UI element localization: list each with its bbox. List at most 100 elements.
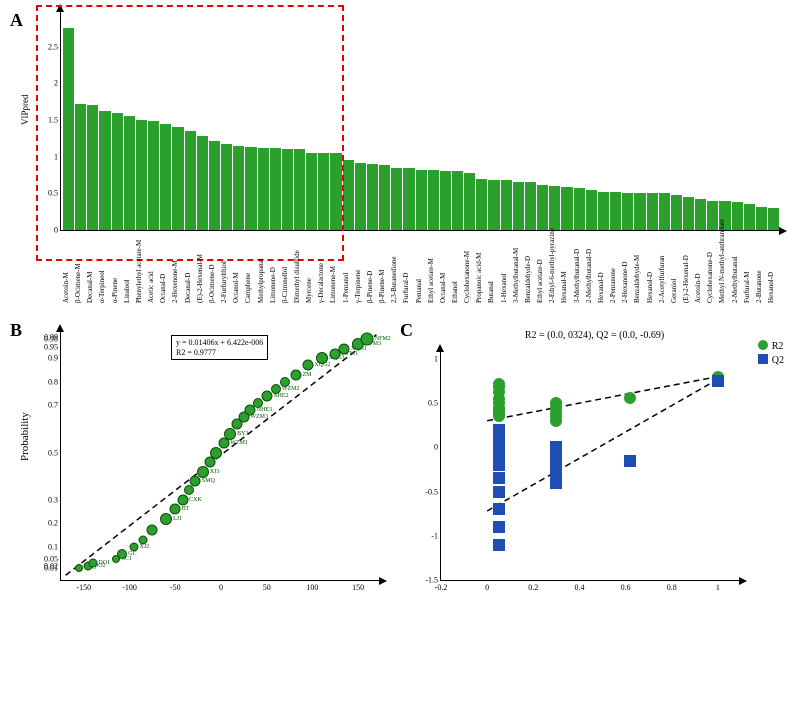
- bar-label: 2-Furfurylthiol: [220, 233, 231, 303]
- bar: [209, 141, 220, 230]
- bar: [416, 170, 427, 230]
- bar: [403, 168, 414, 230]
- bar: [343, 160, 354, 230]
- scatter-point: [280, 377, 290, 387]
- bar: [513, 182, 524, 230]
- scatter-point: [190, 475, 201, 486]
- point-label: NHE3: [257, 407, 272, 413]
- bar: [598, 192, 609, 230]
- bar-label: Phenylethyl acetate-M: [135, 233, 146, 303]
- scatter-point: [261, 391, 272, 402]
- bar-label: 2-Ethyl-6-methyl-pyrazine: [548, 233, 559, 303]
- bar-label: Cyclohexanone-M: [463, 233, 474, 303]
- xtick: -150: [77, 580, 92, 592]
- r2-point: [550, 415, 562, 427]
- ytick: 0.5: [48, 448, 61, 457]
- bar-label: 1-Hexanol: [500, 233, 511, 303]
- r2-text: R2 = 0.9777: [176, 348, 263, 358]
- scatter-point: [290, 369, 301, 380]
- scatter-point: [117, 549, 127, 559]
- ytick: 0.05: [44, 554, 61, 563]
- panel-b: B Probability y = 0.01406x + 6.422e-006 …: [10, 320, 400, 600]
- legend-label: R2: [772, 341, 784, 352]
- scatter-point: [160, 513, 172, 525]
- bar-label: Methyl N-methyl-anthranilate: [718, 233, 729, 303]
- bar-label: Myrcene: [305, 233, 316, 303]
- figure: A VIPpred 00.511.522.5 Acetoin-Mβ-Ocimen…: [10, 10, 789, 600]
- panel-b-ylabel: Probability: [19, 412, 31, 461]
- bar: [476, 179, 487, 230]
- scatter-point: [197, 466, 209, 478]
- bar: [768, 208, 779, 230]
- bar-label: Benzaldehyde-D: [524, 233, 535, 303]
- point-label: XJ3: [210, 469, 220, 475]
- bar-label: Camphene: [244, 233, 255, 303]
- bar-label: 3-Methylbutanal-D: [573, 233, 584, 303]
- bar: [428, 170, 439, 230]
- equation-text: y = 0.01406x + 6.422e-006: [176, 338, 263, 348]
- bar-label: 2-Methylbutanal-D: [585, 233, 596, 303]
- point-label: ZM: [302, 372, 311, 378]
- panel-a-chart: [60, 10, 781, 231]
- q2-point: [493, 521, 505, 533]
- panel-a-xlabels: Acetoin-Mβ-Ocimene-MDecanal-Mα-Terpineol…: [62, 233, 778, 303]
- scatter-point: [302, 360, 313, 371]
- ytick: 0.8: [48, 377, 61, 386]
- bar-label: 1-Pentanol: [342, 233, 353, 303]
- scatter-point: [271, 384, 281, 394]
- ytick: 0.9: [48, 354, 61, 363]
- bar: [647, 193, 658, 230]
- panel-b-label: B: [10, 320, 22, 341]
- bar: [355, 163, 366, 230]
- scatter-point: [177, 494, 188, 505]
- bar: [671, 195, 682, 230]
- bar: [756, 207, 767, 230]
- xtick: -50: [170, 580, 181, 592]
- q2-point: [624, 455, 636, 467]
- ytick: -1.5: [425, 576, 441, 585]
- bar-label: Hexanal-D: [597, 233, 608, 303]
- bar-label: Octanol-M: [232, 233, 243, 303]
- row-bc: B Probability y = 0.01406x + 6.422e-006 …: [10, 320, 789, 600]
- bar-label: Propanoic acid-M: [475, 233, 486, 303]
- bar-label: 2,3-Butanedione: [390, 233, 401, 303]
- bar-label: β-Ocimene-D: [208, 233, 219, 303]
- scatter-point: [89, 559, 98, 568]
- bar-label: Benzaldehyde-M: [633, 233, 644, 303]
- bar-label: Ethyl acetate-D: [536, 233, 547, 303]
- bar-label: Methylpropanal: [257, 233, 268, 303]
- bar: [185, 131, 196, 230]
- bar-label: Ethyl acetate-M: [427, 233, 438, 303]
- ytick: 0.2: [48, 519, 61, 528]
- bar-label: 2-Acetylfurfuran: [658, 233, 669, 303]
- panel-c-chart: -0.200.20.40.60.81-1.5-1-0.500.51: [440, 350, 741, 581]
- bar-label: Cyclohexanone-D: [706, 233, 717, 303]
- bar-label: Linalool: [123, 233, 134, 303]
- scatter-point: [170, 504, 181, 515]
- scatter-point: [147, 525, 158, 536]
- bar-label: (E)-2-Hexenal-M: [196, 233, 207, 303]
- legend-label: Q2: [772, 355, 784, 366]
- point-label: SMQ: [202, 478, 215, 484]
- bar: [634, 193, 645, 230]
- xtick: -100: [122, 580, 137, 592]
- xtick: 0: [485, 580, 489, 592]
- bar-label: Furfural-M: [743, 233, 754, 303]
- bar-label: Furfural-D: [402, 233, 413, 303]
- point-label: BT: [182, 506, 190, 512]
- bar: [197, 136, 208, 230]
- point-label: NFM2: [375, 336, 391, 342]
- bar-label: 2-Hexanone-D: [621, 233, 632, 303]
- xtick: 50: [263, 580, 271, 592]
- xtick: 1: [716, 580, 720, 592]
- bar: [525, 182, 536, 230]
- bar-label: β-Citronellol: [281, 233, 292, 303]
- bar: [221, 144, 232, 230]
- q2-point: [493, 486, 505, 498]
- bar: [258, 148, 269, 230]
- bar: [99, 111, 110, 230]
- bar: [367, 164, 378, 230]
- ytick: -0.5: [425, 487, 441, 496]
- q2-point: [493, 472, 505, 484]
- bar: [75, 104, 86, 230]
